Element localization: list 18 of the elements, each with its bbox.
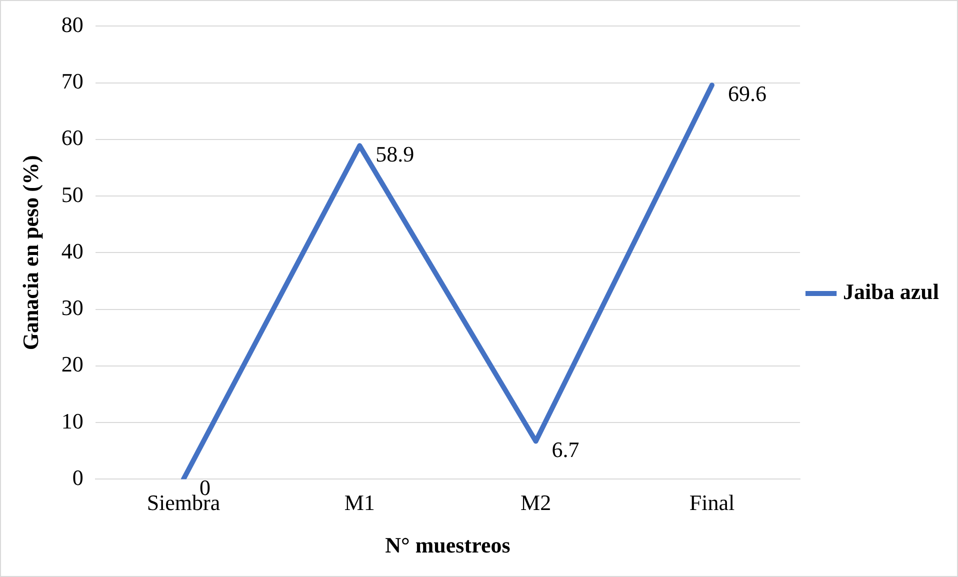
data-label: 69.6 [728, 80, 766, 106]
x-tick-label: M2 [520, 490, 552, 516]
y-tick-label: 80 [61, 12, 84, 37]
y-tick-label: 20 [61, 352, 84, 377]
legend-label: Jaiba azul [843, 279, 940, 304]
y-tick-label: 50 [61, 182, 84, 207]
y-tick-label: 30 [61, 295, 84, 320]
y-tick-label: 60 [61, 125, 84, 150]
y-tick-label: 40 [61, 238, 84, 264]
x-axis-title: N° muestreos [385, 532, 511, 558]
y-tick-label: 10 [61, 408, 84, 434]
y-tick-label: 0 [72, 464, 84, 490]
data-label: 6.7 [552, 437, 580, 462]
y-tick-label: 70 [61, 68, 84, 94]
y-axis-title: Ganacia en peso (%) [18, 155, 43, 350]
x-tick-label: M1 [344, 490, 375, 516]
data-label: 58.9 [376, 141, 414, 166]
x-tick-label: Final [689, 490, 735, 516]
